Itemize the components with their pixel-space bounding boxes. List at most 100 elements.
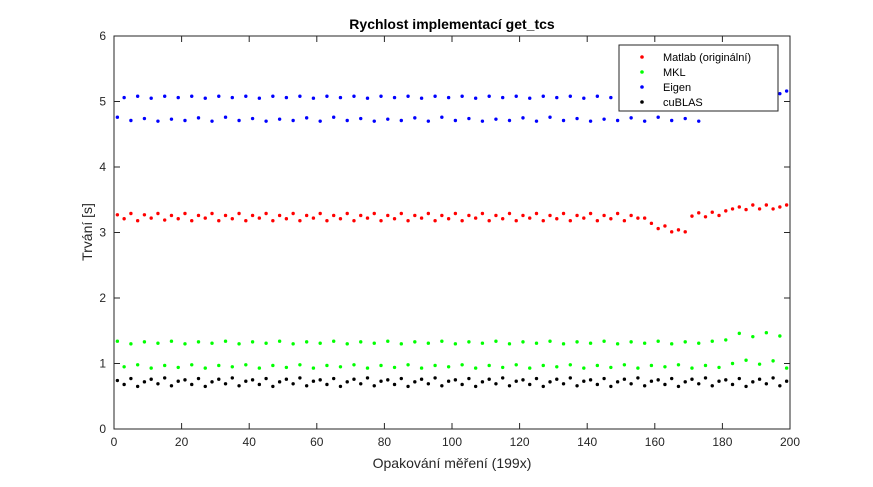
data-point	[561, 211, 566, 216]
data-point	[494, 382, 498, 386]
data-point	[656, 226, 660, 231]
data-point	[115, 115, 120, 119]
data-point	[683, 380, 687, 384]
data-point	[419, 96, 424, 100]
legend-label: MKL	[663, 67, 686, 79]
data-point	[433, 363, 437, 368]
data-point	[244, 219, 248, 223]
data-point	[771, 359, 775, 363]
data-point	[737, 331, 741, 336]
data-point	[595, 94, 600, 98]
data-point	[676, 384, 681, 389]
data-point	[135, 94, 140, 98]
data-point	[183, 378, 187, 382]
data-point	[311, 216, 316, 220]
data-point	[528, 366, 532, 370]
data-point	[642, 119, 647, 123]
data-point	[372, 119, 376, 123]
data-point	[568, 376, 572, 380]
data-point	[656, 115, 660, 119]
data-point	[169, 384, 174, 388]
data-point	[406, 94, 410, 98]
x-tick-label: 100	[442, 435, 462, 449]
data-point	[507, 342, 512, 346]
data-point	[703, 376, 708, 380]
data-point	[670, 376, 674, 381]
data-point	[764, 203, 769, 207]
data-point	[149, 216, 153, 220]
data-point	[115, 339, 120, 343]
data-point	[724, 338, 728, 342]
data-point	[325, 94, 329, 98]
data-point	[372, 341, 376, 345]
data-point	[467, 116, 471, 121]
data-point	[473, 384, 478, 389]
data-point	[311, 379, 316, 383]
data-point	[392, 382, 397, 387]
data-point	[163, 94, 167, 98]
data-point	[480, 211, 485, 216]
data-point	[244, 94, 248, 98]
data-point	[271, 94, 275, 98]
data-point	[433, 94, 437, 98]
data-point	[453, 118, 458, 123]
x-tick-label: 80	[378, 435, 392, 449]
data-point	[467, 376, 471, 381]
data-point	[345, 342, 349, 346]
data-point	[426, 211, 431, 216]
data-point	[156, 211, 160, 216]
data-point	[304, 213, 309, 218]
data-points	[115, 89, 789, 389]
data-point	[190, 94, 194, 98]
data-point	[724, 378, 728, 382]
data-point	[501, 376, 505, 380]
y-tick-label: 1	[99, 357, 106, 371]
data-point	[467, 340, 471, 344]
data-point	[575, 213, 579, 218]
data-point	[555, 95, 559, 100]
data-point	[399, 376, 403, 381]
data-point	[615, 342, 620, 346]
data-point	[534, 119, 539, 123]
data-point	[284, 95, 289, 100]
data-point	[676, 363, 681, 367]
data-point	[548, 339, 552, 343]
data-point	[257, 96, 262, 100]
y-tick-label: 5	[99, 95, 106, 109]
data-point	[169, 117, 174, 121]
data-point	[406, 219, 410, 223]
data-point	[291, 118, 295, 123]
data-point	[528, 216, 532, 220]
data-point	[426, 119, 431, 123]
data-point	[642, 216, 647, 220]
data-point	[230, 365, 234, 369]
x-tick-label: 120	[510, 435, 530, 449]
data-point	[757, 377, 762, 381]
data-point	[453, 211, 458, 216]
data-point	[284, 365, 289, 370]
data-point	[649, 221, 654, 226]
legend-box	[618, 44, 779, 112]
data-point	[548, 213, 552, 218]
data-point	[250, 340, 255, 344]
data-point	[379, 219, 383, 223]
data-point	[365, 376, 370, 380]
data-point	[196, 376, 201, 381]
data-point	[271, 219, 275, 223]
data-point	[311, 96, 316, 100]
data-point	[541, 94, 545, 98]
data-point	[784, 379, 789, 383]
data-point	[399, 342, 403, 346]
data-point	[507, 118, 512, 123]
data-point	[602, 117, 606, 121]
data-point	[784, 89, 789, 93]
data-point	[710, 384, 714, 388]
data-point	[257, 382, 262, 387]
data-point	[237, 384, 241, 388]
data-point	[345, 380, 349, 384]
data-point	[176, 379, 180, 383]
data-point	[555, 365, 559, 369]
data-point	[446, 379, 451, 383]
data-point	[298, 376, 302, 380]
